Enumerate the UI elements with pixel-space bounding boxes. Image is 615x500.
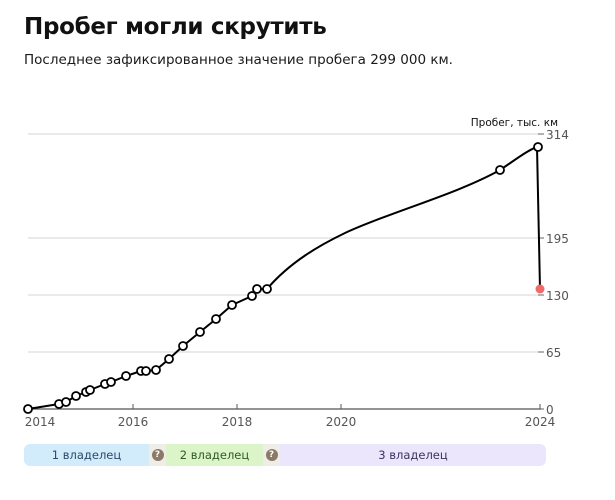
data-point[interactable]	[247, 291, 257, 301]
y-tick-195: 195	[546, 232, 569, 246]
data-point[interactable]	[85, 385, 95, 395]
x-tick-2020: 2020	[326, 415, 357, 429]
data-point[interactable]	[195, 327, 205, 337]
owner-1-label: 1 владелец	[51, 448, 122, 462]
owner-2-label: 2 владелец	[179, 448, 250, 462]
data-point-last-max[interactable]	[533, 142, 543, 152]
data-point[interactable]	[262, 284, 272, 294]
owner-2-segment[interactable]: 2 владелец	[166, 444, 263, 466]
owner-3-segment[interactable]: 3 владелец	[280, 444, 546, 466]
data-point[interactable]	[151, 365, 161, 375]
unknown-period-1[interactable]: ?	[149, 444, 166, 466]
data-point[interactable]	[252, 284, 262, 294]
page-subtitle: Последнее зафиксированное значение пробе…	[24, 52, 453, 68]
y-tick-314: 314	[546, 128, 569, 142]
x-tick-2016: 2016	[118, 415, 149, 429]
data-point[interactable]	[178, 341, 188, 351]
data-point[interactable]	[211, 314, 221, 324]
data-points	[23, 142, 543, 414]
question-icon: ?	[151, 449, 164, 461]
y-tick-labels: 314 195 130 65 0	[546, 128, 569, 417]
data-point[interactable]	[164, 354, 174, 364]
x-tick-2018: 2018	[222, 415, 253, 429]
owner-1-segment[interactable]: 1 владелец	[24, 444, 149, 466]
data-point[interactable]	[121, 371, 131, 381]
data-point[interactable]	[23, 404, 33, 414]
rollback-point[interactable]	[535, 284, 545, 294]
data-point[interactable]	[227, 300, 237, 310]
y-tick-130: 130	[546, 289, 569, 303]
y-tick-0: 0	[546, 403, 554, 417]
x-tick-labels: 2014 2016 2018 2020 2024	[25, 415, 556, 429]
y-tick-65: 65	[546, 346, 561, 360]
question-icon: ?	[265, 449, 278, 461]
data-point[interactable]	[106, 377, 116, 387]
x-tick-marks	[132, 404, 541, 409]
data-point[interactable]	[71, 391, 81, 401]
data-point[interactable]	[141, 366, 151, 376]
data-point[interactable]	[61, 397, 71, 407]
data-point[interactable]	[495, 165, 505, 175]
x-tick-2024: 2024	[525, 415, 556, 429]
mileage-line	[27, 146, 541, 410]
y-axis-title: Пробег, тыс. км	[471, 117, 558, 129]
gridlines	[28, 133, 538, 353]
owner-3-label: 3 владелец	[378, 448, 448, 462]
unknown-period-2[interactable]: ?	[263, 444, 280, 466]
x-tick-2014: 2014	[25, 415, 56, 429]
page-title: Пробег могли скрутить	[24, 14, 327, 40]
